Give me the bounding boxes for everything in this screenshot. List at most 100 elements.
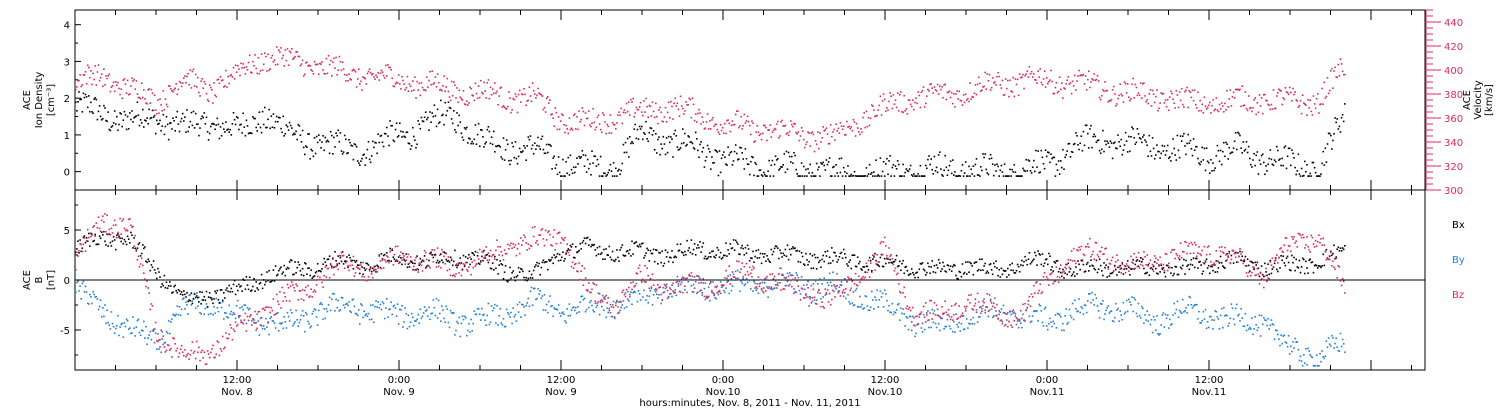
velocity-point [589, 124, 591, 126]
by-point [117, 314, 119, 317]
bx-point [212, 302, 214, 305]
velocity-point [1212, 99, 1214, 101]
velocity-point [437, 81, 440, 84]
by-point [259, 317, 262, 320]
by-point [108, 324, 111, 326]
by-point [642, 296, 644, 298]
density-point [597, 163, 600, 166]
bx-point [795, 250, 797, 252]
velocity-point [269, 68, 271, 70]
velocity-point [434, 76, 437, 78]
density-point [439, 121, 441, 123]
velocity-point [90, 70, 92, 72]
by-point [1341, 338, 1344, 341]
density-point [775, 159, 778, 161]
by-point [154, 332, 157, 334]
density-point [150, 116, 153, 119]
by-point [737, 269, 739, 272]
by-point [930, 326, 932, 329]
bz-point [238, 315, 240, 317]
by-point [692, 283, 695, 286]
by-point [955, 313, 957, 316]
density-point [1037, 150, 1039, 152]
by-point [277, 312, 279, 314]
by-point [1088, 293, 1090, 295]
bz-point [202, 357, 204, 359]
bz-point [77, 255, 79, 257]
velocity-point [1083, 83, 1086, 85]
density-point [289, 124, 292, 127]
bx-point [496, 258, 498, 261]
density-point [136, 101, 139, 103]
by-point [1189, 296, 1192, 299]
velocity-point [914, 101, 916, 104]
bx-point [838, 256, 841, 258]
bx-point [1241, 255, 1243, 258]
bx-point [505, 279, 508, 282]
bx-point [437, 262, 440, 264]
by-point [183, 297, 185, 299]
by-point [874, 296, 876, 298]
velocity-point [75, 88, 77, 91]
velocity-point [336, 74, 338, 76]
velocity-point [1034, 79, 1036, 81]
density-point [863, 175, 865, 177]
density-point [828, 157, 831, 159]
density-point [531, 144, 534, 147]
bx-point [1295, 258, 1297, 261]
by-point [365, 313, 368, 315]
velocity-point [1232, 91, 1235, 94]
by-point [1217, 318, 1220, 320]
velocity-point [574, 113, 576, 115]
bx-point [987, 272, 990, 274]
bx-point [1061, 275, 1063, 278]
velocity-point [432, 83, 435, 85]
bx-point [153, 269, 156, 271]
bx-point [219, 289, 222, 291]
velocity-point [881, 100, 884, 102]
velocity-point [295, 51, 297, 53]
bx-point [565, 253, 567, 255]
by-point [748, 279, 751, 282]
density-point [151, 109, 154, 112]
velocity-point [807, 131, 809, 133]
velocity-point [135, 80, 138, 82]
bx-point [1105, 264, 1107, 267]
bx-point [158, 271, 160, 273]
bx-point [1044, 258, 1047, 261]
density-point [693, 148, 696, 150]
velocity-point [1301, 94, 1304, 96]
bx-point [665, 256, 668, 258]
density-point [953, 174, 955, 176]
velocity-point [282, 54, 284, 57]
density-point [1230, 151, 1233, 154]
bx-point [667, 260, 670, 263]
bx-point [672, 261, 674, 264]
bx-point [977, 268, 980, 271]
by-point [1011, 310, 1013, 313]
bx-point [580, 248, 582, 250]
velocity-point [1007, 79, 1009, 82]
bx-point [1122, 273, 1125, 275]
by-point [107, 321, 109, 324]
bx-point [1161, 268, 1164, 271]
by-point [85, 291, 88, 293]
velocity-point [1056, 91, 1059, 94]
bx-point [717, 249, 720, 251]
velocity-point [611, 121, 614, 124]
bx-point [1223, 266, 1225, 269]
bz-point [210, 351, 212, 354]
bx-point [569, 244, 572, 247]
by-point [461, 315, 464, 317]
density-point [365, 157, 368, 159]
bx-point [407, 263, 410, 265]
bx-point [453, 260, 455, 263]
velocity-point [338, 55, 341, 58]
by-point [739, 290, 741, 293]
velocity-point [592, 107, 594, 110]
by-point [379, 303, 382, 306]
bx-point [380, 253, 383, 255]
by-point [142, 330, 144, 332]
velocity-point [1256, 102, 1259, 104]
by-point [161, 331, 163, 333]
